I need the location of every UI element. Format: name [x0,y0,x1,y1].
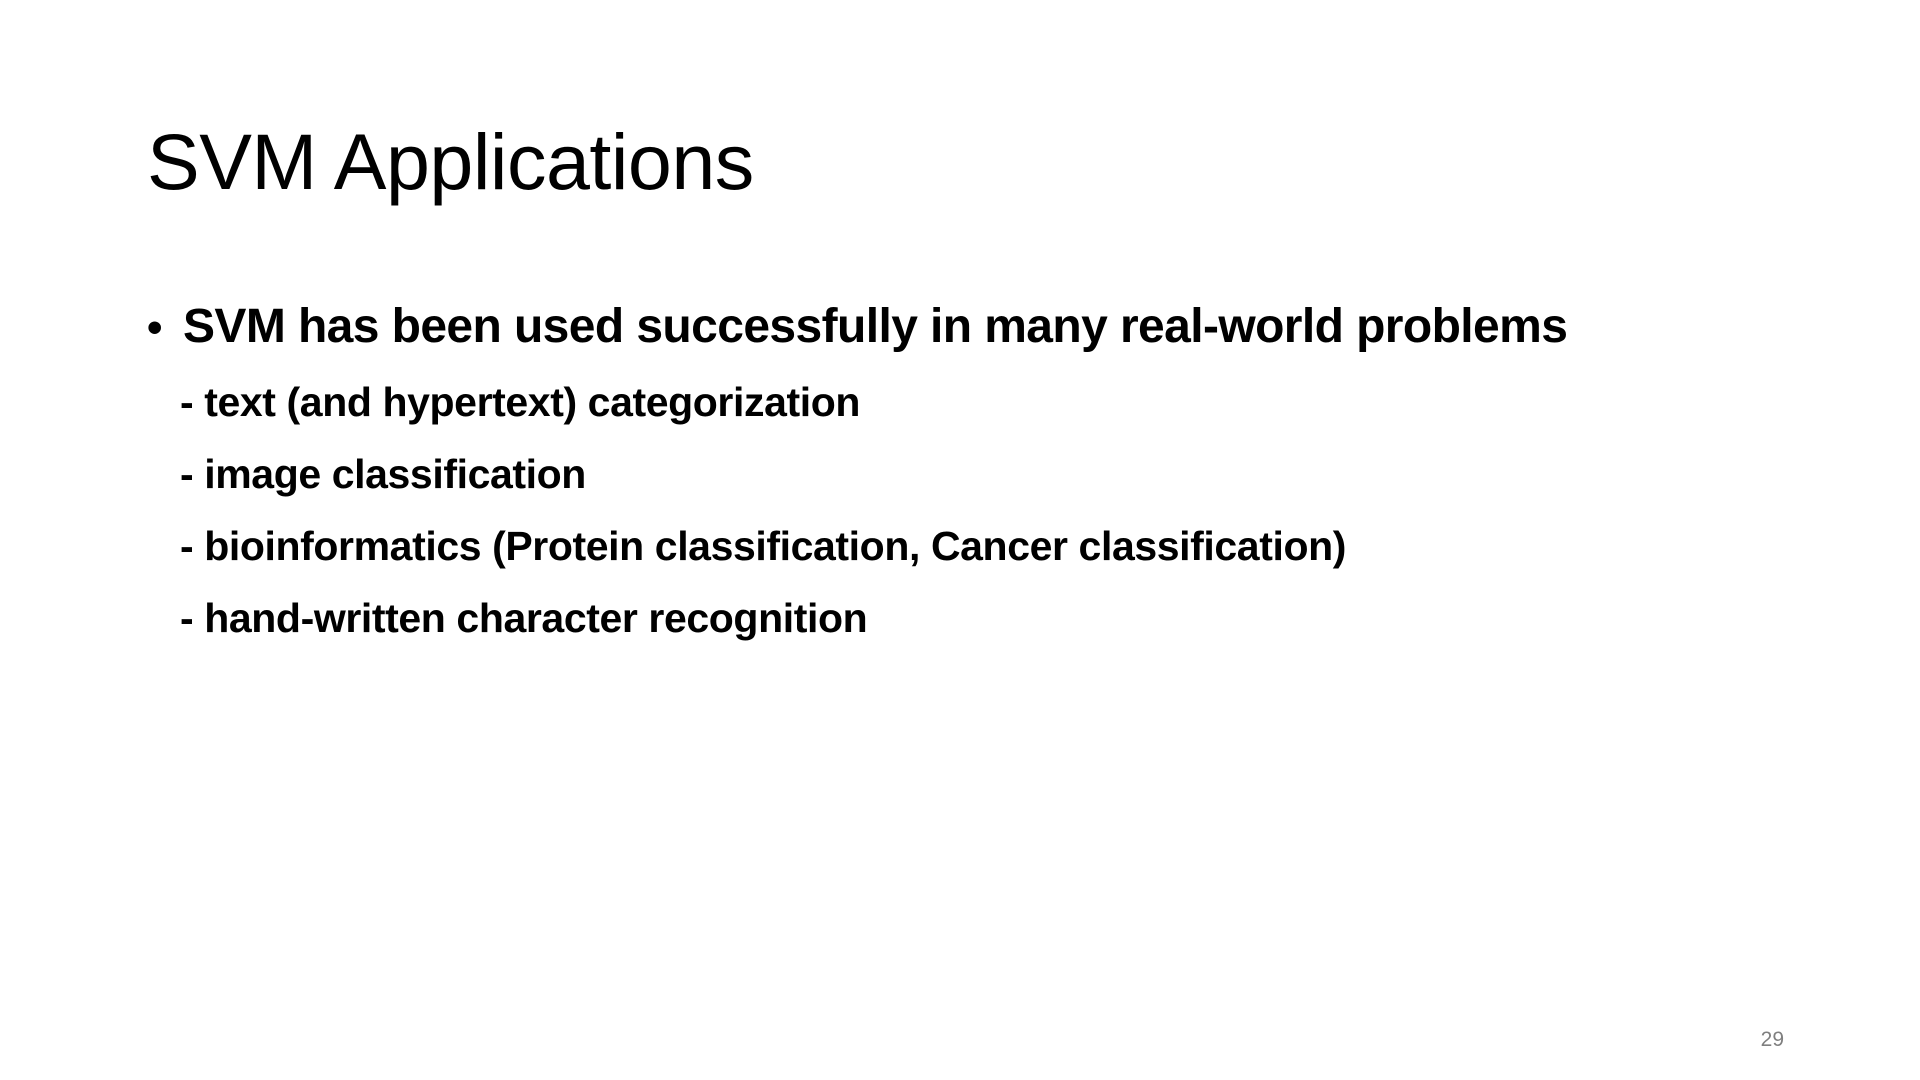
application-item: - image classification [180,451,586,497]
bullet-icon: • [147,303,163,352]
slide-title: SVM Applications [147,117,754,206]
main-bullet-text: SVM has been used successfully in many r… [183,300,1568,353]
main-bullet: • SVM has been used successfully in many… [147,296,1797,358]
page-number: 29 [1760,1028,1784,1051]
application-item: - hand-written character recognition [180,595,868,641]
slide-content: • SVM has been used successfully in many… [147,296,1797,654]
application-item: - bioinformatics (Protein classification… [180,523,1346,569]
application-list: - text (and hypertext) categorization - … [147,366,1797,654]
application-item: - text (and hypertext) categorization [180,379,861,425]
